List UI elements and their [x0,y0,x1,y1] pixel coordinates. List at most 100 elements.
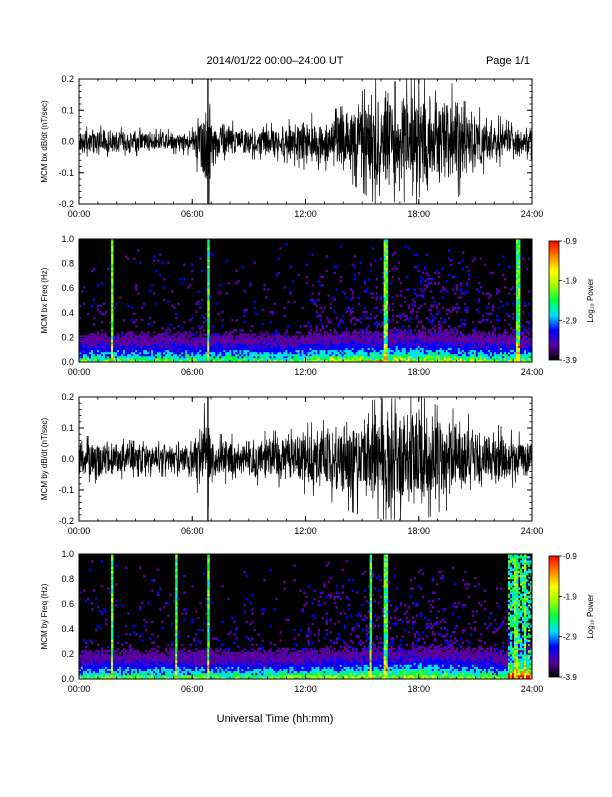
spectrogram-cell [452,288,454,290]
spectrogram-cell [273,303,275,305]
spectrogram-cell [358,303,360,305]
spectrogram-cell [308,321,310,323]
spectrogram-cell [312,284,314,286]
spectrogram-cell [263,284,265,286]
spectrogram-cell [484,264,486,266]
spectrogram-cell [306,276,308,278]
spectrogram-cell [175,317,177,319]
spectrogram-cell [340,245,342,247]
spectrogram-cell [141,633,143,635]
spectrogram-cell [91,642,93,644]
spectrogram-cell [348,331,350,333]
spectrogram-cell [135,633,137,635]
spectrogram-cell [370,313,372,315]
spectrogram-cell [211,253,213,255]
spectrogram-cell [215,303,217,305]
x-tick-label: 00:00 [68,209,91,219]
spectrogram-cell [199,257,201,259]
spectrogram-cell [93,298,95,300]
x-tick-label: 00:00 [68,367,91,377]
spectrogram-cell [444,319,446,321]
spectrogram-cell [243,290,245,292]
spectrogram-cell [314,301,316,303]
spectrogram-cell [396,268,398,270]
spectrogram-cell [336,331,338,333]
spectrogram-cell [498,264,500,266]
y-tick-label: 0.0 [61,454,74,464]
spectrogram-cell [221,325,223,327]
spectrogram-cell [139,567,141,569]
x-tick-label: 24:00 [521,209,544,219]
spectrogram-cell [456,303,458,305]
spectrogram-cell [107,587,109,589]
spectrogram-cell [392,309,394,311]
spectrogram-cell [113,307,115,309]
spectrogram-cell [211,325,213,327]
spectrogram-cell [442,307,444,309]
spectrogram-cell [159,253,161,255]
spectrogram-cell [524,327,526,329]
spectrogram-cell [504,278,506,280]
spectrogram-cell [105,333,107,335]
spectrogram-cell [330,329,332,331]
spectrogram-cell [83,303,85,305]
spectrogram-cell [392,276,394,278]
spectrogram-cell [416,253,418,255]
spectrogram-cell [119,296,121,298]
spectrogram-cell [336,288,338,290]
spectrogram-cell [127,612,129,614]
spectrogram-cell [115,583,117,585]
spectrogram-cell [167,262,169,264]
spectrogram-cell [123,319,125,321]
y-tick-label: 0.2 [61,332,74,342]
spectrogram-cell [306,282,308,284]
spectrogram-cell [105,619,107,621]
spectrogram-cell [310,329,312,331]
spectrogram-cell [183,264,185,266]
spectrogram-cell [486,319,488,321]
spectrogram-cell [434,329,436,331]
spectrogram-cell [404,245,406,247]
spectrogram-cell [498,307,500,309]
spectrogram-cell [410,317,412,319]
spectrogram-cell [408,247,410,249]
spectrogram-cell [376,307,378,309]
spectrogram-cell [91,560,93,562]
spectrogram-cell [526,268,528,270]
spectrogram-cell [486,307,488,309]
spectrogram-cell [360,317,362,319]
spectrogram-cell [352,290,354,292]
spectrogram-cell [524,303,526,305]
spectrogram-cell [460,288,462,290]
spectrogram-cell [231,319,233,321]
spectrogram-cell [492,272,494,274]
spectrogram-cell [318,280,320,282]
spectrogram-cell [400,294,402,296]
spectrogram-cell [342,315,344,317]
spectrogram-cell [370,317,372,319]
spectrogram-cell [153,331,155,333]
spectrogram-cell [372,247,374,249]
spectrogram-cell [91,305,93,307]
spectrogram-cell [221,311,223,313]
spectrogram-cell [326,270,328,272]
spectrogram-cell [285,329,287,331]
spectrogram-cell [460,319,462,321]
series-line [79,79,532,204]
spectrogram-cell [235,319,237,321]
spectrogram-cell [326,325,328,327]
spectrogram-cell [135,284,137,286]
spectrogram-cell [245,309,247,311]
spectrogram-cell [159,274,161,276]
spectrogram-cell [299,331,301,333]
spectrogram-cell [225,292,227,294]
spectrogram-cell [376,296,378,298]
spectrogram-cell [492,305,494,307]
spectrogram-cell [241,329,243,331]
spectrogram-cell [450,260,452,262]
spectrogram-cell [269,321,271,323]
spectrogram-cell [81,290,83,292]
spectrogram-cell [287,301,289,303]
spectrogram-cell [482,315,484,317]
